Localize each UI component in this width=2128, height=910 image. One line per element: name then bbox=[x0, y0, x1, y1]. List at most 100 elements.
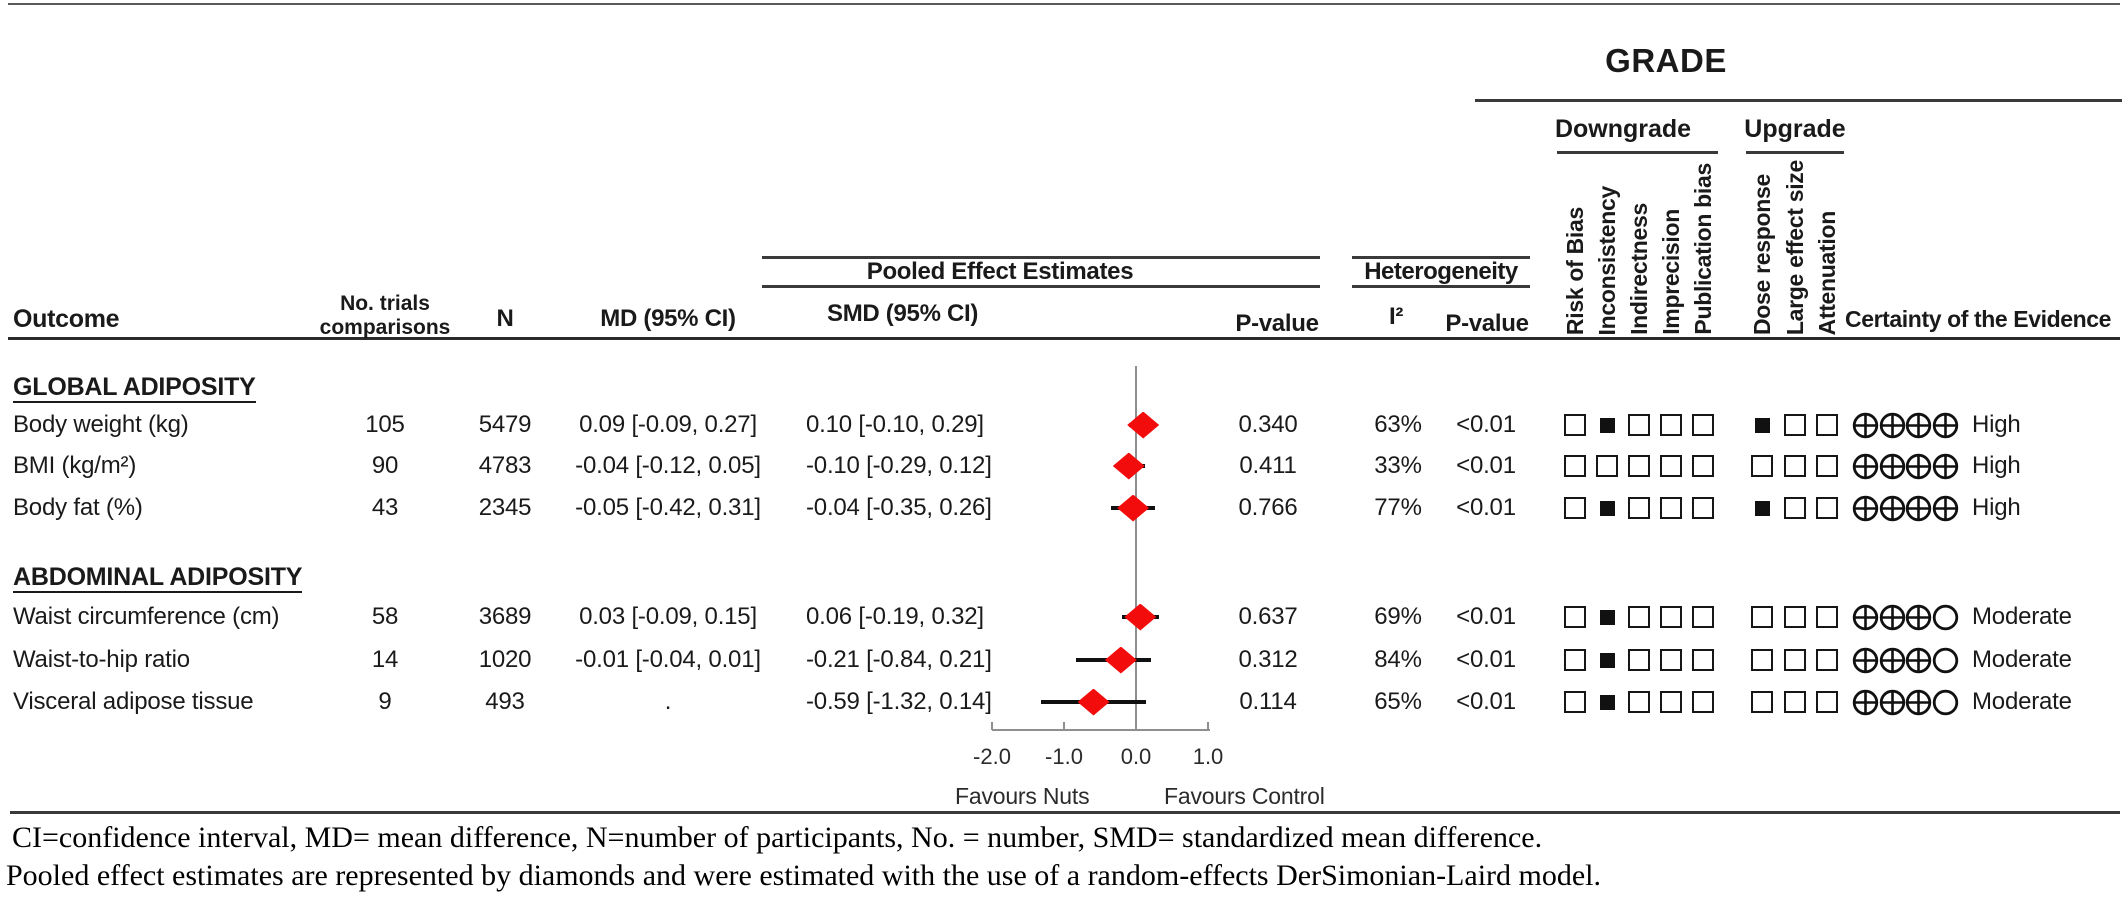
checkbox-large-effect-size bbox=[1784, 497, 1806, 519]
cell-trials: 43 bbox=[371, 494, 399, 521]
cell-outcome: Waist circumference (cm) bbox=[13, 603, 280, 630]
certainty-plus-icon bbox=[1932, 495, 1958, 521]
certainty-plus-icon bbox=[1852, 495, 1879, 521]
checkbox-imprecision bbox=[1660, 497, 1682, 519]
outcome-header: Outcome bbox=[13, 305, 120, 333]
certainty-plus-icon bbox=[1852, 604, 1879, 630]
x-axis-tick bbox=[1135, 722, 1137, 730]
checkbox-large-effect-size bbox=[1784, 455, 1806, 477]
cell-md: 0.03 [-0.09, 0.15] bbox=[579, 603, 757, 630]
checkbox-imprecision bbox=[1660, 691, 1682, 713]
cell-outcome: Body fat (%) bbox=[13, 494, 143, 521]
certainty-plus-icon bbox=[1879, 647, 1905, 673]
column-header-inconsistency: Inconsistency bbox=[1594, 185, 1620, 336]
checkbox-attenuation bbox=[1816, 455, 1838, 477]
x-axis-tick-label: -2.0 bbox=[973, 744, 1011, 769]
certainty-open-circle-icon bbox=[1932, 647, 1958, 673]
checkbox-indirectness bbox=[1628, 414, 1650, 436]
cell-het-pvalue: <0.01 bbox=[1456, 688, 1516, 715]
cell-pvalue: 0.637 bbox=[1238, 603, 1298, 630]
cell-trials: 105 bbox=[365, 411, 405, 438]
cell-smd: 0.06 [-0.19, 0.32] bbox=[806, 603, 984, 630]
certainty-label: Moderate bbox=[1972, 688, 2072, 715]
checkbox-attenuation bbox=[1816, 691, 1838, 713]
column-header-indirectness: Indirectness bbox=[1626, 203, 1652, 335]
certainty-plus-icon bbox=[1879, 495, 1905, 521]
certainty-plus-icon bbox=[1852, 453, 1879, 479]
trials-header-line1: No. trials bbox=[340, 292, 430, 315]
checkbox-dose-response bbox=[1751, 649, 1773, 671]
certainty-plus-icon bbox=[1879, 453, 1905, 479]
cell-n: 4783 bbox=[478, 452, 532, 479]
certainty-plus-icon bbox=[1852, 647, 1879, 673]
i2-header: I² bbox=[1388, 303, 1404, 330]
column-header-attenuation: Attenuation bbox=[1814, 210, 1840, 335]
checkbox-inconsistency bbox=[1596, 455, 1618, 477]
checkbox-dose-response bbox=[1751, 606, 1773, 628]
checkbox-indirectness bbox=[1628, 691, 1650, 713]
checkbox-attenuation bbox=[1816, 649, 1838, 671]
checkbox-large-effect-size bbox=[1784, 691, 1806, 713]
x-axis-tick-label: -1.0 bbox=[1045, 744, 1083, 769]
pooled-estimate-diamond bbox=[1124, 603, 1157, 631]
certainty-plus-icon bbox=[1905, 604, 1932, 630]
checkbox-publication-bias bbox=[1692, 649, 1714, 671]
certainty-plus-icon bbox=[1932, 412, 1958, 438]
certainty-label: Moderate bbox=[1972, 603, 2072, 630]
zero-line bbox=[1135, 366, 1137, 730]
checkbox-imprecision bbox=[1660, 606, 1682, 628]
checkbox-attenuation bbox=[1816, 414, 1838, 436]
certainty-plus-icon bbox=[1905, 689, 1932, 715]
cell-het-pvalue: <0.01 bbox=[1456, 411, 1516, 438]
cell-outcome: Waist-to-hip ratio bbox=[13, 646, 190, 673]
upgrade-underline bbox=[1746, 151, 1844, 154]
cell-md: -0.01 [-0.04, 0.01] bbox=[575, 646, 761, 673]
grade-title: GRADE bbox=[1605, 42, 1727, 79]
checkbox-inconsistency-filled bbox=[1599, 500, 1615, 516]
pooled-estimate-diamond bbox=[1077, 688, 1110, 716]
certainty-plus-icon bbox=[1932, 453, 1958, 479]
checkbox-risk-of-bias bbox=[1564, 414, 1586, 436]
heterogeneity-bottom-rule bbox=[1352, 285, 1530, 288]
x-axis-line bbox=[992, 729, 1210, 731]
x-axis-tick bbox=[991, 722, 993, 730]
column-header-large-effect-size: Large effect size bbox=[1782, 159, 1808, 335]
section-heading-global-adiposity: GLOBAL ADIPOSITY bbox=[13, 372, 256, 404]
heterogeneity-header: Heterogeneity bbox=[1364, 258, 1518, 285]
cell-n: 3689 bbox=[478, 603, 532, 630]
checkbox-risk-of-bias bbox=[1564, 497, 1586, 519]
cell-i2: 33% bbox=[1374, 452, 1422, 479]
cell-n: 1020 bbox=[478, 646, 532, 673]
pooled-estimate-diamond bbox=[1112, 452, 1145, 480]
checkbox-imprecision bbox=[1660, 414, 1682, 436]
cell-trials: 9 bbox=[378, 688, 392, 715]
checkbox-indirectness bbox=[1628, 649, 1650, 671]
cell-trials: 58 bbox=[371, 603, 399, 630]
column-header-imprecision: Imprecision bbox=[1658, 209, 1684, 335]
grade-underline bbox=[1475, 99, 2122, 102]
certainty-label: High bbox=[1972, 411, 2021, 438]
pooled-estimate-diamond bbox=[1127, 411, 1160, 439]
trials-header-line2: comparisons bbox=[319, 316, 451, 339]
checkbox-inconsistency-filled bbox=[1599, 652, 1615, 668]
checkbox-dose-response-filled bbox=[1754, 500, 1770, 516]
section-heading-text: ABDOMINAL ADIPOSITY bbox=[13, 563, 303, 593]
md-header: MD (95% CI) bbox=[600, 305, 736, 332]
certainty-plus-icon bbox=[1879, 604, 1905, 630]
certainty-plus-icon bbox=[1905, 453, 1932, 479]
smd-header: SMD (95% CI) bbox=[827, 300, 979, 327]
section-heading-abdominal-adiposity: ABDOMINAL ADIPOSITY bbox=[13, 562, 302, 594]
certainty-plus-icon bbox=[1905, 495, 1932, 521]
x-axis-tick bbox=[1063, 722, 1065, 730]
cell-het-pvalue: <0.01 bbox=[1456, 494, 1516, 521]
checkbox-large-effect-size bbox=[1784, 414, 1806, 436]
pvalue-header: P-value bbox=[1235, 310, 1319, 337]
cell-outcome: Visceral adipose tissue bbox=[13, 688, 254, 715]
cell-smd: 0.10 [-0.10, 0.29] bbox=[806, 411, 984, 438]
cell-smd: -0.04 [-0.35, 0.26] bbox=[806, 494, 992, 521]
checkbox-large-effect-size bbox=[1784, 606, 1806, 628]
checkbox-publication-bias bbox=[1692, 414, 1714, 436]
checkbox-attenuation bbox=[1816, 606, 1838, 628]
checkbox-indirectness bbox=[1628, 497, 1650, 519]
